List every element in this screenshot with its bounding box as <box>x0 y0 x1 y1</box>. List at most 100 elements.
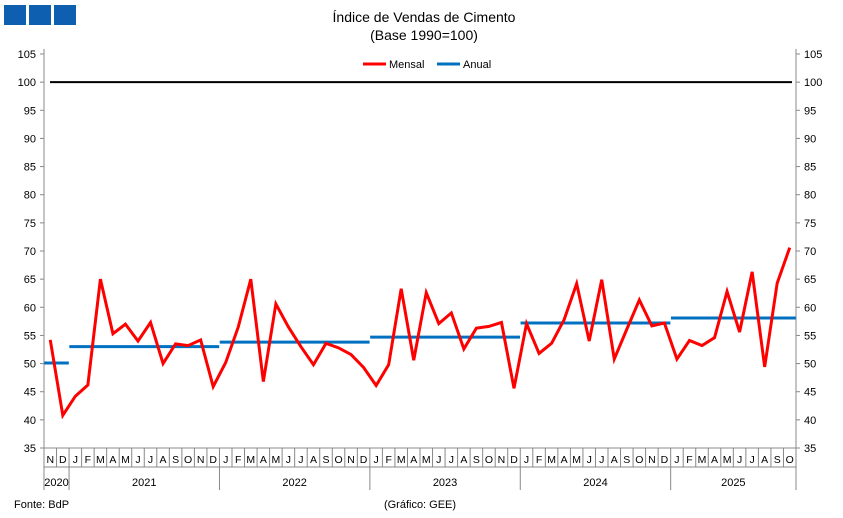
legend: Mensal Anual <box>363 59 491 71</box>
x-tick-label: J <box>148 454 153 466</box>
x-tick-label: O <box>184 454 192 466</box>
y-tick-label-left: 95 <box>24 105 36 117</box>
y-tick-label-right: 100 <box>804 77 822 89</box>
y-tick-label-left: 90 <box>24 133 36 145</box>
y-tick-label-left: 70 <box>24 246 36 258</box>
x-tick-label: J <box>599 454 604 466</box>
x-tick-label: J <box>436 454 441 466</box>
x-tick-label: N <box>46 454 54 466</box>
y-tick-label-right: 50 <box>804 359 816 371</box>
x-tick-label: M <box>572 454 581 466</box>
x-tick-label: A <box>160 454 167 466</box>
x-tick-label: M <box>698 454 707 466</box>
x-tick-label: F <box>686 454 692 466</box>
mensal-line <box>48 247 792 420</box>
y-tick-label-left: 45 <box>24 387 36 399</box>
x-tick-label: F <box>235 454 241 466</box>
year-label: 2021 <box>132 477 156 489</box>
x-tick-label: M <box>121 454 130 466</box>
x-tick-label: N <box>648 454 656 466</box>
year-label: 2020 <box>44 477 68 489</box>
x-tick-label: A <box>611 454 618 466</box>
x-tick-label: A <box>460 454 467 466</box>
x-tick-label: J <box>286 454 291 466</box>
y-tick-label-right: 70 <box>804 246 816 258</box>
x-tick-label: D <box>661 454 669 466</box>
x-tick-label: J <box>750 454 755 466</box>
x-tick-label: J <box>298 454 303 466</box>
y-tick-label-left: 65 <box>24 274 36 286</box>
x-tick-label: M <box>96 454 105 466</box>
y-tick-label-left: 75 <box>24 218 36 230</box>
y-tick-label-left: 35 <box>24 443 36 455</box>
y-tick-label-right: 65 <box>804 274 816 286</box>
x-tick-label: M <box>397 454 406 466</box>
x-tick-label: A <box>410 454 417 466</box>
x-tick-label: J <box>135 454 140 466</box>
x-tick-label: O <box>334 454 342 466</box>
x-tick-label: S <box>774 454 781 466</box>
x-tick-label: O <box>786 454 794 466</box>
y-tick-label-left: 60 <box>24 302 36 314</box>
x-tick-label: D <box>360 454 368 466</box>
y-tick-label-right: 95 <box>804 105 816 117</box>
x-tick-label: D <box>59 454 67 466</box>
x-tick-label: O <box>635 454 643 466</box>
x-tick-label: J <box>674 454 679 466</box>
x-tick-label: M <box>246 454 255 466</box>
x-tick-label: S <box>322 454 329 466</box>
y-tick-label-right: 45 <box>804 387 816 399</box>
year-label: 2022 <box>282 477 306 489</box>
x-tick-label: A <box>561 454 568 466</box>
x-tick-label: M <box>422 454 431 466</box>
y-tick-label-right: 40 <box>804 415 816 427</box>
x-tick-label: J <box>737 454 742 466</box>
y-tick-label-left: 50 <box>24 359 36 371</box>
x-tick-label: J <box>374 454 379 466</box>
chart-title: Índice de Vendas de Cimento <box>333 9 516 25</box>
x-tick-label: O <box>485 454 493 466</box>
y-tick-label-right: 55 <box>804 330 816 342</box>
legend-label-anual: Anual <box>463 59 491 71</box>
year-label: 2025 <box>721 477 745 489</box>
x-tick-label: N <box>498 454 506 466</box>
x-tick-label: M <box>547 454 556 466</box>
year-label: 2024 <box>583 477 607 489</box>
credit-note: (Gráfico: GEE) <box>384 499 456 511</box>
y-tick-label-left: 100 <box>18 77 36 89</box>
y-tick-label-right: 90 <box>804 133 816 145</box>
y-tick-label-left: 40 <box>24 415 36 427</box>
y-tick-label-right: 80 <box>804 190 816 202</box>
x-tick-label: M <box>271 454 280 466</box>
y-tick-label-left: 55 <box>24 330 36 342</box>
x-tick-label: S <box>473 454 480 466</box>
x-tick-label: F <box>536 454 542 466</box>
y-tick-label-left: 105 <box>18 49 36 61</box>
x-tick-label: A <box>711 454 718 466</box>
x-tick-label: S <box>623 454 630 466</box>
logo <box>4 5 76 25</box>
legend-label-mensal: Mensal <box>389 59 424 71</box>
x-tick-label: D <box>209 454 217 466</box>
y-tick-label-right: 85 <box>804 162 816 174</box>
y-tick-label-right: 60 <box>804 302 816 314</box>
y-tick-label-left: 80 <box>24 190 36 202</box>
year-label: 2023 <box>433 477 457 489</box>
x-tick-label: D <box>510 454 518 466</box>
x-tick-label: A <box>109 454 116 466</box>
x-tick-label: M <box>723 454 732 466</box>
chart-subtitle: (Base 1990=100) <box>370 27 478 43</box>
y-tick-label-right: 75 <box>804 218 816 230</box>
x-tick-label: J <box>587 454 592 466</box>
x-tick-label: N <box>347 454 355 466</box>
x-tick-label: J <box>449 454 454 466</box>
x-tick-label: A <box>310 454 317 466</box>
source-note: Fonte: BdP <box>14 499 69 511</box>
y-tick-label-left: 85 <box>24 162 36 174</box>
x-tick-label: A <box>260 454 267 466</box>
x-tick-label: F <box>385 454 391 466</box>
x-tick-label: F <box>85 454 91 466</box>
y-tick-label-right: 35 <box>804 443 816 455</box>
y-tick-label-right: 105 <box>804 49 822 61</box>
